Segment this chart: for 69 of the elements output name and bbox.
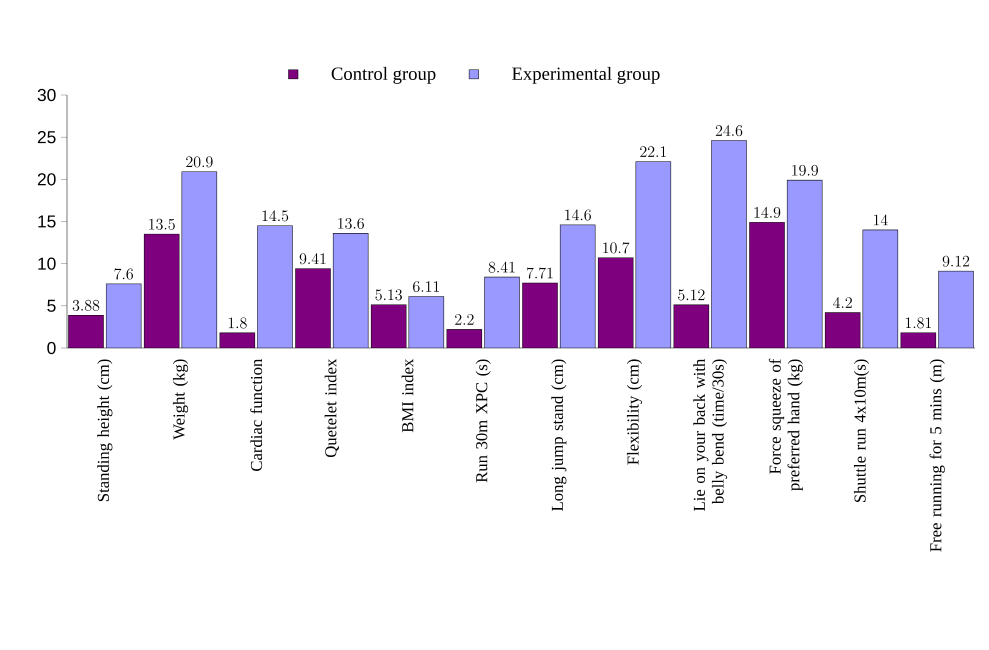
- data-label: 10.7: [603, 242, 630, 254]
- bar: [712, 140, 747, 348]
- y-tick-label: 15: [38, 215, 56, 228]
- bar: [296, 268, 330, 348]
- y-tick-label: 10: [38, 258, 56, 270]
- data-label: 4.2: [833, 297, 852, 308]
- bar: [825, 312, 860, 348]
- y-tick-label: 0: [47, 342, 56, 354]
- bar: [220, 332, 255, 348]
- data-label: 13.5: [149, 218, 175, 230]
- bar: [333, 233, 368, 348]
- data-label: 14.5: [262, 210, 288, 222]
- bar: [750, 222, 785, 348]
- data-label: 5. 12: [678, 289, 704, 300]
- data-label: 24.6: [716, 125, 742, 136]
- data-label: 5. 13: [376, 289, 402, 300]
- x-tick-label: BMI index: [402, 358, 414, 432]
- data-label: 14.6: [565, 209, 591, 220]
- x-tick-label: Weight (kg): [172, 359, 188, 440]
- bar: [938, 270, 974, 348]
- data-label: 9.41: [300, 253, 326, 264]
- bar: [258, 226, 293, 348]
- x-tick-label: Free running for 5 mins (m): [930, 359, 945, 552]
- bar: [598, 258, 634, 348]
- x-tick-label: Flexibility (cm): [626, 359, 642, 465]
- data-label: 8.41: [488, 262, 515, 273]
- bar: [68, 315, 104, 348]
- bar: [106, 284, 142, 348]
- y-tick-label: 5: [47, 300, 56, 312]
- bar: [900, 332, 936, 348]
- data-label: 7.6: [114, 268, 134, 280]
- bar: [371, 304, 406, 348]
- bar: [484, 277, 520, 348]
- bar: [636, 162, 671, 348]
- data-label: 1 .8: [228, 317, 247, 328]
- data-label: 20.9: [186, 156, 213, 168]
- bar: [144, 234, 180, 348]
- bar: [560, 224, 596, 348]
- bar: [408, 296, 444, 348]
- y-tick-label: 20: [38, 173, 56, 186]
- y-tick-label: 25: [38, 131, 56, 144]
- x-tick-label: Cardiac function: [250, 358, 262, 471]
- data-label: 14.9: [754, 206, 780, 218]
- bar: [862, 230, 898, 348]
- data-label: 6. 11: [413, 281, 439, 292]
- data-label: 14: [874, 214, 888, 226]
- data-label: 3.88: [72, 300, 100, 311]
- x-tick-label: Run 30m XPC (s): [476, 359, 491, 482]
- data-label: 13.6: [338, 218, 364, 229]
- x-tick-label: Quetelet index: [324, 358, 339, 458]
- data-label: 9. 12: [942, 256, 970, 267]
- legend-label: Experimental group: [512, 66, 660, 84]
- data-label: 19.9: [792, 164, 818, 176]
- x-tick-label: Standing height (cm): [97, 359, 112, 502]
- data-label: 1 .81: [906, 317, 931, 328]
- bar: [446, 329, 482, 348]
- bar: [182, 172, 217, 348]
- data-label: 2.2: [455, 314, 474, 325]
- bar: [674, 304, 709, 348]
- y-tick-label: 30: [38, 88, 56, 102]
- x-tick-label: Force squeeze of preferred hand (kg): [768, 358, 803, 491]
- x-tick-label: Lie on your back with belly bend (time/30s): [693, 358, 728, 511]
- x-tick-label: Long jump stand (cm): [551, 359, 566, 511]
- data-label: 7.71: [526, 267, 553, 279]
- bar: [787, 180, 822, 348]
- data-label: 22. 1: [640, 146, 666, 157]
- legend-label: Control group: [332, 66, 436, 84]
- x-tick-label: Shuttle run 4x10m(s): [854, 359, 870, 502]
- bar: [522, 282, 558, 348]
